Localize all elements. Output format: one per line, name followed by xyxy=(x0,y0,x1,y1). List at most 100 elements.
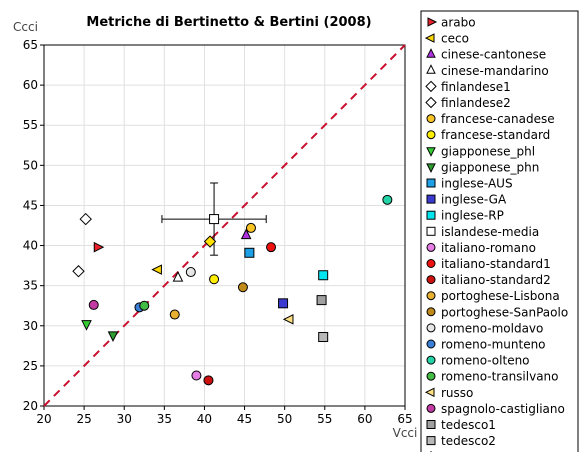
legend-marker xyxy=(427,421,435,429)
data-point-inglese-aus xyxy=(245,248,254,257)
legend-label: arabo xyxy=(441,16,476,30)
x-tick-label: 40 xyxy=(197,412,212,426)
y-tick-label: 50 xyxy=(23,158,38,172)
point-marker-inglese-ga xyxy=(279,299,288,308)
data-point-inglese-ga xyxy=(279,299,288,308)
y-tick-label: 35 xyxy=(23,279,38,293)
legend-label: francese-standard xyxy=(441,128,550,142)
legend-label: inglese-RP xyxy=(441,209,504,223)
data-point-italiano-standard2 xyxy=(204,376,213,385)
legend-label: islandese-media xyxy=(441,225,539,239)
legend-marker xyxy=(427,276,435,284)
legend-label: finlandese2 xyxy=(441,96,511,110)
legend: arabo ceco cinese-cantonese cinese-mandarin… xyxy=(421,11,578,452)
legend-entry: giapponese_phl xyxy=(427,144,535,158)
legend-label: portoghese-Lisbona xyxy=(441,289,560,303)
legend-entry: romeno-moldavo xyxy=(427,321,543,335)
legend-label: giapponese_phl xyxy=(441,144,535,158)
legend-label: francese-canadese xyxy=(441,112,555,126)
point-marker-tedesco1 xyxy=(317,296,326,305)
x-axis-label: Vcci xyxy=(393,426,418,440)
point-marker-francese-standard xyxy=(210,275,219,284)
legend-entry: portoghese-Lisbona xyxy=(427,289,560,303)
legend-entry: romeno-olteno xyxy=(427,354,530,368)
legend-label: italiano-romano xyxy=(441,241,536,255)
x-tick-label: 45 xyxy=(237,412,252,426)
x-tick-label: 60 xyxy=(357,412,372,426)
y-tick-label: 65 xyxy=(23,38,38,52)
data-point-spagnolo-castigliano xyxy=(89,300,98,309)
legend-label: ceco xyxy=(441,32,469,46)
legend-label: inglese-GA xyxy=(441,193,507,207)
legend-entry: giapponese_phn xyxy=(427,160,539,174)
legend-entry: portoghese-SanPaolo xyxy=(427,305,568,319)
data-point-romeno-olteno xyxy=(383,195,392,204)
legend-marker xyxy=(427,404,435,412)
point-marker-spagnolo-castigliano xyxy=(89,300,98,309)
legend-marker xyxy=(427,437,435,445)
legend-entry: spagnolo-castigliano xyxy=(427,402,565,416)
point-marker-tedesco2 xyxy=(319,333,328,342)
legend-marker xyxy=(427,115,435,123)
point-marker-italiano-standard1 xyxy=(267,243,276,252)
point-marker-portoghese-sanpaolo xyxy=(238,283,247,292)
data-point-francese-standard xyxy=(210,275,219,284)
data-point-italiano-romano xyxy=(192,371,201,380)
y-tick-label: 60 xyxy=(23,78,38,92)
legend-marker xyxy=(427,324,435,332)
point-marker-inglese-rp xyxy=(319,271,328,280)
legend-label: inglese-AUS xyxy=(441,177,513,191)
data-point-tedesco1 xyxy=(317,296,326,305)
data-point-romeno-moldavo xyxy=(186,268,195,277)
point-marker-romeno-transilvano xyxy=(140,301,149,310)
y-tick-label: 20 xyxy=(23,399,38,413)
point-marker-francese-canadese xyxy=(246,223,255,232)
x-tick-label: 20 xyxy=(36,412,51,426)
legend-entry: cinese-cantonese xyxy=(427,48,546,62)
data-point-inglese-rp xyxy=(319,271,328,280)
point-marker-romeno-moldavo xyxy=(186,268,195,277)
legend-marker xyxy=(427,179,435,187)
point-marker-islandese-media xyxy=(210,215,219,224)
legend-label: portoghese-SanPaolo xyxy=(441,305,568,319)
point-marker-romeno-olteno xyxy=(383,195,392,204)
y-axis-label: Ccci xyxy=(13,20,38,34)
legend-marker xyxy=(427,340,435,348)
legend-label: spagnolo-castigliano xyxy=(441,402,565,416)
data-point-italiano-standard1 xyxy=(267,243,276,252)
legend-entry: italiano-standard1 xyxy=(427,257,551,271)
y-tick-label: 25 xyxy=(23,359,38,373)
x-tick-label: 55 xyxy=(317,412,332,426)
legend-marker xyxy=(427,260,435,268)
legend-label: tedesco1 xyxy=(441,418,496,432)
y-tick-label: 45 xyxy=(23,198,38,212)
legend-label: russo xyxy=(441,386,473,400)
legend-entry: italiano-standard2 xyxy=(427,273,551,287)
legend-label: romeno-moldavo xyxy=(441,321,543,335)
legend-marker xyxy=(427,243,435,251)
x-tick-label: 50 xyxy=(277,412,292,426)
legend-label: tedesco2 xyxy=(441,434,496,448)
legend-entry: islandese-media xyxy=(427,225,539,239)
legend-label: romeno-olteno xyxy=(441,354,530,368)
legend-label: cinese-cantonese xyxy=(441,48,546,62)
chart-title: Metriche di Bertinetto & Bertini (2008) xyxy=(86,15,371,30)
legend-marker xyxy=(427,195,435,203)
legend-marker xyxy=(427,308,435,316)
point-marker-italiano-romano xyxy=(192,371,201,380)
legend-entry: italiano-romano xyxy=(427,241,536,255)
x-tick-label: 25 xyxy=(76,412,91,426)
legend-entry: cinese-mandarino xyxy=(427,64,549,78)
legend-marker xyxy=(427,227,435,235)
data-point-romeno-transilvano xyxy=(140,301,149,310)
point-marker-inglese-aus xyxy=(245,248,254,257)
data-point-francese-canadese xyxy=(246,223,255,232)
x-tick-label: 65 xyxy=(397,412,412,426)
y-tick-label: 55 xyxy=(23,118,38,132)
legend-label: italiano-standard2 xyxy=(441,273,551,287)
point-marker-italiano-standard2 xyxy=(204,376,213,385)
legend-entry: francese-standard xyxy=(427,128,550,142)
legend-entry: francese-canadese xyxy=(427,112,555,126)
